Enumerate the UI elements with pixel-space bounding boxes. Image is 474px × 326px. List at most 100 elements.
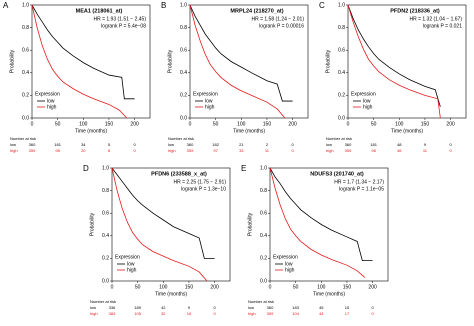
risk-count: 0	[449, 148, 452, 153]
survival-curve	[31, 4, 135, 100]
x-tick-label: 200	[130, 121, 139, 127]
x-tick-label: 150	[263, 121, 272, 127]
legend-label: high	[205, 104, 215, 110]
risk-count: 0	[133, 142, 136, 147]
risk-title: Number at risk	[326, 136, 352, 141]
risk-title: Number at risk	[90, 299, 116, 304]
risk-count: 182	[212, 142, 219, 147]
survival-curve	[111, 167, 208, 282]
risk-count: 11	[423, 148, 428, 153]
x-tick-label: 150	[421, 121, 430, 127]
km-panel: E NDUFS3 (201740_at) HR = 1.7 (1.34 − 2.17…	[241, 164, 389, 316]
risk-count: 5	[108, 142, 111, 147]
plot-frame	[189, 4, 309, 119]
risk-count: 181	[370, 142, 377, 147]
y-tick-label: 0.8	[338, 25, 345, 31]
survival-curve	[31, 4, 128, 119]
y-axis-label: Probability	[325, 49, 331, 73]
y-tick-label: 0.6	[102, 211, 109, 217]
km-panel: A MEA1 (218061_at) HR = 1.93 (1.51 − 2.45)…	[3, 1, 151, 153]
panel-title: NDUFS3 (201740_at)	[310, 171, 364, 177]
y-tick-label: 0.8	[180, 25, 187, 31]
risk-count: 383	[109, 311, 116, 316]
y-tick-label: 0.8	[260, 188, 267, 194]
panel-letter: C	[319, 1, 325, 10]
y-tick-label: 0.4	[22, 70, 29, 76]
panel-title: MRPL24 (218270_at)	[230, 8, 283, 14]
y-tick-label: 1.0	[338, 2, 345, 8]
x-tick-label: 0	[347, 121, 350, 127]
legend-title: Expression	[193, 91, 218, 97]
risk-count: 0	[449, 142, 452, 147]
risk-count: 360	[345, 142, 352, 147]
risk-title: Number at risk	[168, 136, 194, 141]
risk-count: 48	[397, 142, 402, 147]
y-tick-label: 0.8	[22, 25, 29, 31]
risk-count: 0	[371, 311, 374, 316]
x-axis-label: Time (months)	[75, 128, 107, 134]
logrank-p: logrank P = 1.3e−10	[181, 186, 226, 192]
y-tick-label: 1.0	[22, 2, 29, 8]
risk-count: 15	[345, 305, 350, 310]
risk-count: 359	[187, 148, 194, 153]
plot-frame	[347, 4, 467, 119]
logrank-p: logrank P = 1.1e−05	[339, 186, 384, 192]
risk-count: 183	[292, 305, 299, 310]
panel-title: MEA1 (218061_at)	[76, 8, 123, 14]
risk-count: 11	[265, 148, 270, 153]
y-tick-label: 0.8	[102, 188, 109, 194]
x-tick-label: 100	[159, 284, 168, 290]
y-tick-label: 0.6	[338, 48, 345, 54]
x-axis-label: Time (months)	[155, 291, 187, 297]
x-tick-label: 150	[185, 284, 194, 290]
x-tick-label: 0	[269, 284, 272, 290]
km-panel: D PFDN6 (233588_x_at) HR = 2.25 (1.75 − 2.…	[83, 164, 231, 316]
risk-count: 359	[267, 311, 274, 316]
hazard-ratio: HR = 1.58 (1.24 − 2.01)	[251, 16, 304, 22]
x-tick-label: 200	[368, 284, 377, 290]
risk-count: 0	[213, 305, 216, 310]
legend-label: low	[363, 98, 371, 104]
y-tick-label: 0.2	[260, 256, 267, 262]
logrank-p: logrank P = 0.021	[423, 23, 462, 29]
risk-count: 32	[161, 311, 166, 316]
hazard-ratio: HR = 1.7 (1.34 − 2.17)	[334, 179, 384, 185]
x-tick-label: 150	[343, 284, 352, 290]
x-tick-label: 100	[79, 121, 88, 127]
x-tick-label: 100	[317, 284, 326, 290]
risk-count: 104	[292, 311, 299, 316]
y-tick-label: 0.4	[102, 233, 109, 239]
panel-letter: D	[83, 164, 89, 173]
legend-label: high	[47, 104, 57, 110]
survival-curve	[111, 167, 215, 259]
legend-title: Expression	[115, 254, 140, 260]
survival-curve	[189, 4, 293, 102]
risk-row-label: low	[248, 305, 254, 310]
y-tick-label: 1.0	[260, 165, 267, 171]
risk-title: Number at risk	[248, 299, 274, 304]
legend-label: low	[47, 98, 55, 104]
y-tick-label: 0.4	[338, 70, 345, 76]
risk-count: 42	[161, 305, 166, 310]
hazard-ratio: HR = 2.25 (1.75 − 2.91)	[173, 179, 226, 185]
risk-count: 98	[55, 148, 60, 153]
risk-count: 0	[213, 311, 216, 316]
x-tick-label: 200	[288, 121, 297, 127]
hazard-ratio: HR = 1.32 (1.04 − 1.67)	[409, 16, 462, 22]
risk-count: 105	[134, 311, 141, 316]
risk-count: 46	[397, 148, 402, 153]
survival-curve	[347, 4, 441, 107]
plot-frame	[269, 167, 389, 282]
risk-count: 0	[291, 148, 294, 153]
risk-count: 0	[371, 305, 374, 310]
survival-curve	[347, 4, 441, 119]
risk-count: 33	[239, 148, 244, 153]
x-tick-label: 150	[105, 121, 114, 127]
y-axis-label: Probability	[89, 212, 95, 236]
risk-count: 16	[187, 311, 192, 316]
risk-count: 360	[187, 142, 194, 147]
legend-label: low	[127, 261, 135, 267]
x-tick-label: 0	[111, 284, 114, 290]
risk-count: 9	[188, 305, 191, 310]
